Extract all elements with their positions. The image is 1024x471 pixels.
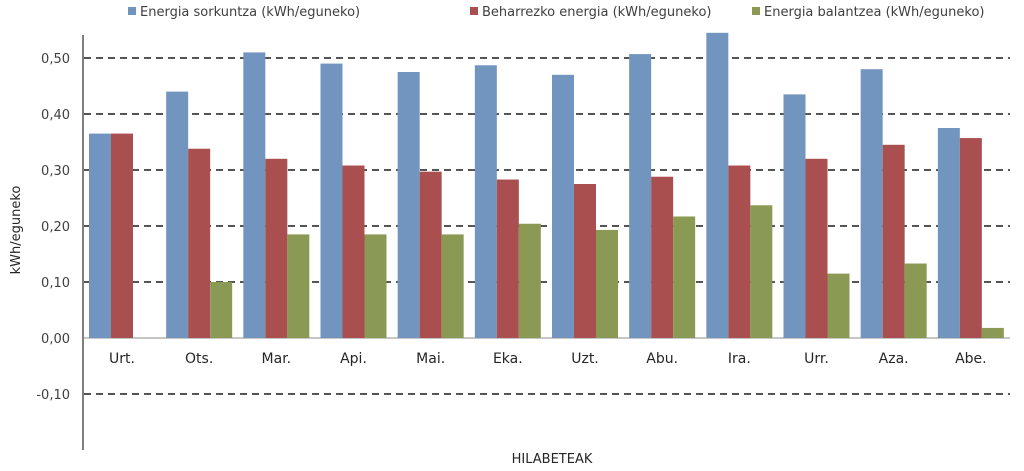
category-label: Mai. [416, 351, 445, 367]
bar-2-mar [265, 158, 288, 338]
bar-2-ots [188, 148, 211, 338]
category-label: Mar. [262, 351, 292, 367]
bar-1-ira [706, 32, 729, 339]
bar-3-abu [673, 216, 696, 338]
bar-3-mar [287, 234, 310, 338]
bar-2-urr [805, 158, 828, 338]
category-label: Eka. [493, 351, 523, 367]
legend-swatch [470, 7, 478, 15]
category-label: Aza. [879, 351, 909, 367]
legend-label: Beharrezko energia (kWh/eguneko) [482, 5, 711, 20]
bar-2-uzt [574, 184, 596, 338]
bar-3-mai [441, 234, 464, 338]
bar-3-aza [904, 263, 927, 338]
y-tick-label: 0,00 [41, 332, 70, 347]
category-label: Urr. [804, 351, 829, 367]
bar-3-abe [981, 327, 1004, 338]
bar-2-aza [882, 144, 905, 338]
y-axis-title: kWh/eguneko [9, 186, 24, 275]
y-tick-label: 0,20 [41, 220, 70, 235]
y-tick-labels: -0,10 0,00 0,10 0,20 0,30 0,40 0,50 [36, 52, 70, 403]
legend-swatch [128, 7, 136, 15]
y-tick-label: -0,10 [36, 388, 70, 403]
bar-1-urt [89, 133, 111, 338]
legend: Energia sorkuntza (kWh/eguneko) Beharrezk… [128, 5, 984, 20]
bar-2-abe [959, 138, 982, 338]
bar-3-ira [750, 205, 773, 338]
bar-3-eka [518, 223, 541, 338]
grid-lines [84, 57, 1010, 395]
bar-2-eka [496, 179, 519, 338]
category-label: Api. [340, 351, 367, 367]
y-tick-label: 0,40 [41, 108, 70, 123]
bar-1-mai [397, 72, 420, 338]
category-label: Ots. [185, 351, 213, 367]
legend-swatch [752, 7, 760, 15]
bar-1-uzt [552, 74, 574, 339]
bar-1-ots [166, 91, 189, 338]
bars [89, 32, 1004, 339]
bar-2-mai [419, 171, 442, 338]
category-label: Uzt. [571, 351, 599, 367]
category-labels: Urt. Ots. Mar. Api. Mai. Eka. Uzt. Abu. Ira. Urr.… [109, 351, 987, 367]
bar-1-aza [860, 69, 883, 338]
bar-1-urr [783, 94, 806, 339]
legend-label: Energia balantzea (kWh/eguneko) [764, 5, 984, 20]
bar-1-api [320, 63, 343, 338]
bar-1-eka [474, 65, 497, 338]
x-axis-title: HILABETEAK [512, 452, 593, 467]
bar-1-abu [629, 54, 652, 339]
bar-3-uzt [596, 229, 618, 338]
category-label: Ira. [728, 351, 751, 367]
bar-1-mar [243, 52, 266, 339]
y-tick-label: 0,10 [41, 276, 70, 291]
bar-2-ira [728, 165, 751, 338]
bar-2-abu [651, 176, 674, 338]
bar-3-ots [210, 282, 233, 338]
y-tick-label: 0,50 [41, 52, 70, 67]
category-label: Urt. [109, 351, 135, 367]
category-label: Abu. [646, 351, 678, 367]
y-tick-label: 0,30 [41, 164, 70, 179]
bar-3-api [364, 234, 387, 338]
bar-2-api [342, 165, 365, 338]
bar-3-urr [827, 273, 850, 338]
category-label: Abe. [955, 351, 987, 367]
bar-1-abe [937, 128, 960, 338]
bar-2-urt [111, 133, 133, 338]
legend-label: Energia sorkuntza (kWh/eguneko) [140, 5, 360, 20]
